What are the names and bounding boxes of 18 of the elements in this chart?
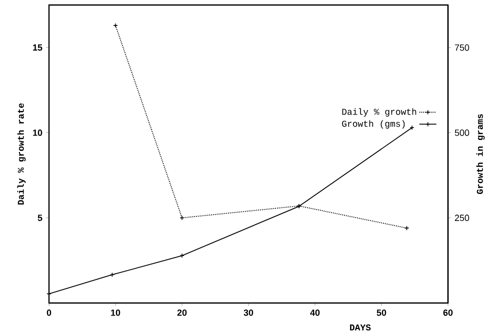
x-tick-label: 0 xyxy=(46,310,52,316)
y-tick-label: 10 xyxy=(33,130,42,136)
x-tick-label: 20 xyxy=(177,310,187,316)
y2-tick-label: 250 xyxy=(454,214,470,222)
x-tick-label: 30 xyxy=(244,310,254,316)
y2-axis-title: Growth in grams xyxy=(476,114,485,194)
y2-tick-label: 750 xyxy=(454,44,470,51)
y-tick-label: 5 xyxy=(38,214,42,221)
y-axis-title: Daily % growth rate xyxy=(17,103,26,205)
legend-label: Growth (gms) xyxy=(342,120,405,129)
x-tick-label: 60 xyxy=(443,310,453,316)
x-axis-title: DAYS xyxy=(350,324,371,330)
x-tick-label: 50 xyxy=(376,310,386,316)
legend-label: Daily % growth xyxy=(342,108,416,117)
x-tick-label: 40 xyxy=(310,310,320,316)
y2-tick-label: 500 xyxy=(454,130,470,136)
x-tick-label: 10 xyxy=(111,310,120,316)
y-tick-label: 15 xyxy=(33,44,42,51)
